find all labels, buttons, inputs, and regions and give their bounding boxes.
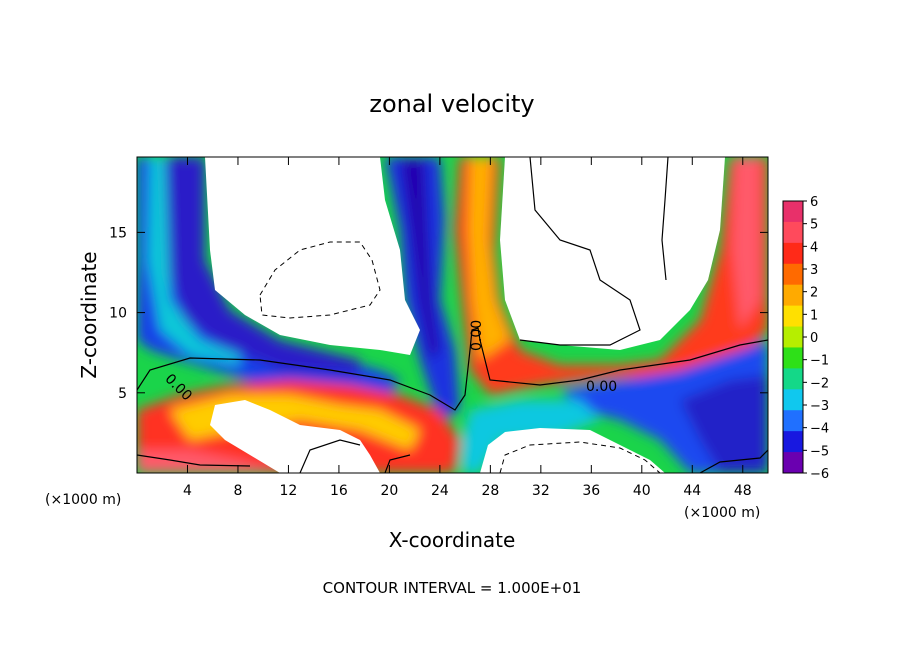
y-tick-label: 10 <box>109 306 127 322</box>
contour-label: 0.00 <box>469 320 485 351</box>
x-axis-label: X-coordinate <box>389 528 516 552</box>
contour-interval-note: CONTOUR INTERVAL = 1.000E+01 <box>323 579 582 597</box>
x-tick-label: 44 <box>683 483 701 499</box>
contour-label: 0.00 <box>586 379 617 395</box>
x-tick-label: 36 <box>582 483 600 499</box>
colorbar-label: −1 <box>810 354 829 369</box>
y-tick-label: 15 <box>109 225 127 241</box>
white-region-upper-right <box>500 157 725 350</box>
colorbar-swatch <box>783 410 803 432</box>
colorbar-swatch <box>783 368 803 390</box>
x-axis: 4 8 12 16 20 24 28 32 36 40 44 48 <box>183 157 752 499</box>
x-unit-label-right: (×1000 m) <box>684 505 760 521</box>
colorbar-swatch <box>783 284 803 307</box>
plot-frame <box>136 156 769 474</box>
colorbar-label: −3 <box>810 399 829 414</box>
y-axis: 5 10 15 <box>109 225 768 402</box>
x-tick-label: 48 <box>734 483 752 499</box>
colorbar-label: 5 <box>810 218 818 233</box>
chart-title: zonal velocity <box>369 90 534 118</box>
x-tick-label: 24 <box>431 483 449 499</box>
colorbar-swatch <box>783 305 803 328</box>
y-tick-label: 5 <box>118 386 127 402</box>
x-unit-label-left: (×1000 m) <box>45 492 121 508</box>
colorbar-swatch <box>783 263 803 286</box>
x-tick-label: 4 <box>183 483 192 499</box>
colorbar-label: −4 <box>810 422 829 437</box>
colorbar-label: 2 <box>810 286 818 301</box>
x-tick-label: 40 <box>633 483 651 499</box>
white-region-lower-left <box>210 400 380 473</box>
colorbar-swatch <box>783 389 803 411</box>
colorbar-swatch <box>783 221 803 244</box>
dashed-contours <box>259 241 661 473</box>
x-tick-label: 28 <box>481 483 499 499</box>
colorbar-swatch <box>783 431 803 453</box>
colorbar-label: 4 <box>810 240 818 255</box>
colorbar-label: 0 <box>810 331 818 346</box>
y-axis-label: Z-coordinate <box>77 251 101 378</box>
colorbar-label: −6 <box>810 467 829 482</box>
colorbar-label: −2 <box>810 376 829 391</box>
colorbar: 6 5 4 3 2 1 0 −1 −2 −3 −4 −5 −6 <box>782 195 829 482</box>
colorbar-swatch <box>783 242 803 265</box>
x-tick-label: 32 <box>532 483 550 499</box>
x-tick-label: 8 <box>233 483 242 499</box>
x-tick-label: 16 <box>330 483 348 499</box>
colorbar-label: 6 <box>810 195 818 210</box>
colorbar-label: 3 <box>810 263 818 278</box>
white-region-lower-center <box>480 428 665 473</box>
x-tick-label: 20 <box>380 483 398 499</box>
colorbar-label: −5 <box>810 444 829 459</box>
colorbar-swatch <box>783 326 803 348</box>
white-region-upper-left <box>205 157 420 355</box>
plot-field <box>137 157 768 473</box>
colorbar-swatch <box>783 347 803 369</box>
colorbar-label: 1 <box>810 308 818 323</box>
colorbar-swatch <box>783 201 803 223</box>
contour-lines <box>137 157 768 473</box>
x-tick-label: 12 <box>280 483 298 499</box>
colorbar-swatch <box>783 452 803 474</box>
